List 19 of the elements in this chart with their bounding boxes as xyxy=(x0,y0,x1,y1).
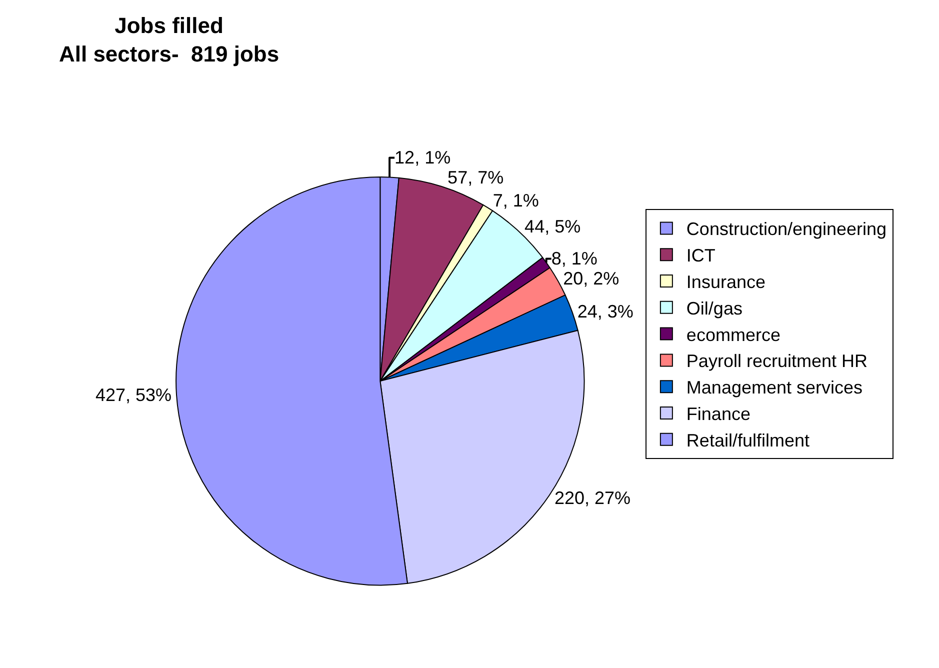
legend-label: Management services xyxy=(686,378,863,398)
legend-label: ecommerce xyxy=(686,324,780,345)
legend-label: Insurance xyxy=(686,272,766,292)
legend-label: Oil/gas xyxy=(686,298,742,318)
data-label: 8, 1% xyxy=(551,248,598,269)
legend-label: Construction/engineering xyxy=(686,219,887,240)
data-label: 44, 5% xyxy=(524,216,581,237)
legend-label: Finance xyxy=(686,404,750,424)
data-label: 12, 1% xyxy=(394,148,451,168)
data-label: 20, 2% xyxy=(563,268,620,289)
data-label: 57, 7% xyxy=(448,168,504,188)
data-label: 24, 3% xyxy=(577,301,634,322)
legend-label: Retail/fulfilment xyxy=(686,430,810,450)
data-label: 427, 53% xyxy=(95,384,172,405)
legend-label: ICT xyxy=(686,246,716,266)
legend-label: Payroll recruitment HR xyxy=(686,351,868,372)
chart-title: Jobs filled All sectors- 819 jobs xyxy=(58,13,280,67)
data-label: 220, 27% xyxy=(554,488,631,508)
data-label: 7, 1% xyxy=(492,190,539,211)
